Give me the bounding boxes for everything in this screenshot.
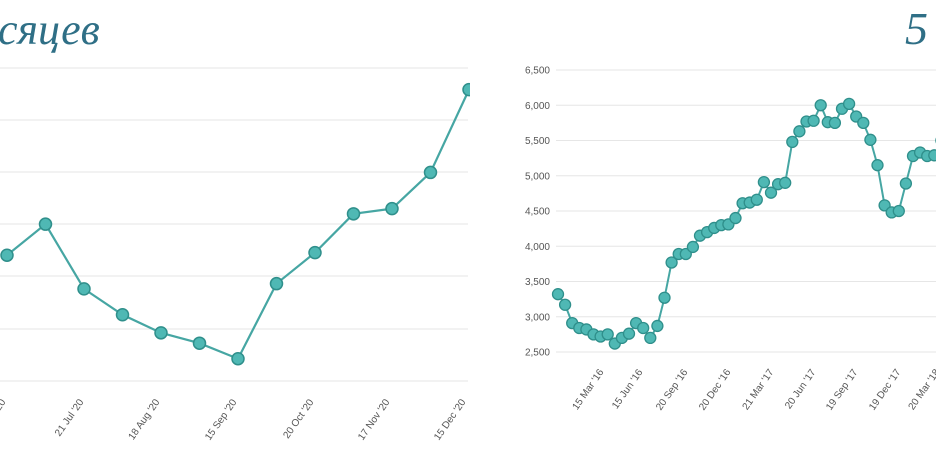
data-point-32: [779, 176, 792, 189]
data-point-29: [757, 175, 771, 189]
y-tick-label-5: 5,000: [525, 171, 550, 182]
y-tick-label-6: 5,500: [525, 136, 550, 147]
data-point-12: [462, 82, 470, 97]
data-point-14: [651, 319, 664, 333]
x-tick-label-0: 20: [0, 397, 9, 413]
x-tick-label-2: 20 Sep '16: [654, 367, 691, 413]
data-point-36: [807, 114, 820, 127]
data-point-4: [154, 326, 168, 340]
x-tick-label-6: 19 Sep '17: [824, 367, 861, 413]
data-point-10: [385, 201, 399, 216]
data-point-39: [828, 116, 842, 130]
data-point-48: [892, 204, 905, 218]
y-tick-label-7: 6,000: [525, 101, 550, 112]
data-point-6: [231, 351, 245, 366]
data-point-43: [857, 116, 870, 130]
data-point-11: [423, 165, 438, 180]
x-tick-label-7: 19 Dec '17: [867, 367, 904, 413]
x-tick-label-8: 20 Mar '18: [907, 367, 936, 412]
data-point-19: [686, 240, 700, 254]
x-tick-label-1: 15 Jun '16: [610, 367, 646, 411]
x-tick-label-0: 15 Mar '16: [571, 367, 607, 412]
data-point-16: [665, 256, 678, 269]
data-point-12: [637, 321, 650, 335]
data-point-13: [644, 331, 657, 345]
y-tick-label-2: 3,500: [525, 277, 550, 288]
y-tick-label-1: 3,000: [525, 312, 550, 323]
data-point-7: [269, 276, 284, 291]
y-tick-label-3: 4,000: [525, 242, 550, 253]
data-point-1: [38, 217, 53, 231]
data-point-34: [793, 125, 806, 138]
data-point-0: [0, 248, 14, 262]
left-line-chart: 20 21 Jul '20 18 Aug '20 15 Sep '20 20 Oct '…: [0, 67, 470, 443]
data-point-8: [308, 245, 322, 260]
data-point-15: [658, 291, 671, 304]
data-point-9: [346, 207, 361, 221]
data-point-44: [864, 133, 877, 146]
data-point-30: [764, 186, 778, 199]
series-line: [557, 102, 936, 345]
data-point-33: [786, 135, 799, 149]
y-tick-label-0: 2,500: [525, 348, 550, 359]
data-point-5: [192, 336, 207, 350]
x-tick-label-5: 20 Jun '17: [783, 367, 819, 411]
x-tick-label-3: 20 Dec '16: [697, 367, 734, 413]
data-point-3: [115, 307, 130, 322]
data-point-2: [77, 282, 91, 296]
page-number: 5: [905, 3, 928, 54]
data-point-49: [899, 177, 913, 190]
y-tick-label-4: 4,500: [525, 207, 550, 218]
data-point-53: [928, 149, 936, 162]
data-point-0: [551, 288, 565, 301]
page-title-fragment: сяцев: [0, 5, 100, 54]
data-point-10: [622, 327, 636, 340]
x-tick-label-4: 21 Mar '17: [741, 367, 777, 412]
data-point-45: [871, 159, 884, 172]
data-point-7: [601, 328, 614, 341]
data-point-25: [729, 211, 742, 225]
data-point-37: [814, 99, 827, 112]
data-point-41: [842, 97, 856, 110]
y-tick-label-8: 6,500: [525, 66, 550, 77]
data-point-28: [750, 193, 763, 206]
data-point-1: [558, 298, 572, 311]
